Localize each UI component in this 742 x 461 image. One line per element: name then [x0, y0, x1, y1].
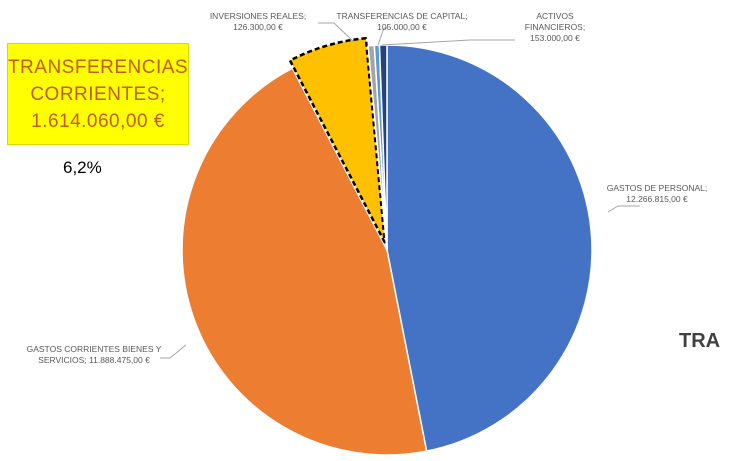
- pie-slice-2: [288, 36, 386, 244]
- callout-line-2: CORRIENTES;: [30, 83, 166, 105]
- cut-off-text: TRA: [679, 330, 721, 352]
- leader-line-5: [381, 39, 515, 46]
- callout-percent: 6,2%: [63, 158, 102, 177]
- leader-line-0: [607, 205, 640, 213]
- slice-label-0: GASTOS DE PERSONAL; 12.266.815,00 €: [607, 183, 707, 204]
- slice-label-1: GASTOS CORRIENTES BIENES Y SERVICIOS; 11.…: [27, 344, 162, 365]
- pie-slice-1: [181, 67, 428, 456]
- callout-line-3: 1.614.060,00 €: [31, 110, 165, 132]
- slice-label-3: INVERSIONES REALES; 126.300,00 €: [210, 11, 306, 32]
- slice-label-5: ACTIVOS FINANCIEROS; 153.000,00 €: [525, 11, 585, 43]
- slice-label-4: TRANSFERENCIAS DE CAPITAL; 105.000,00 €: [336, 11, 467, 32]
- callout-line-1: TRANSFERENCIAS: [7, 56, 189, 78]
- pie-slice-0: [386, 44, 593, 452]
- highlight-callout: TRANSFERENCIAS CORRIENTES; 1.614.060,00 …: [7, 43, 189, 145]
- leader-line-3: [318, 22, 355, 43]
- leader-line-4: [377, 27, 388, 46]
- leader-line-1: [160, 344, 187, 359]
